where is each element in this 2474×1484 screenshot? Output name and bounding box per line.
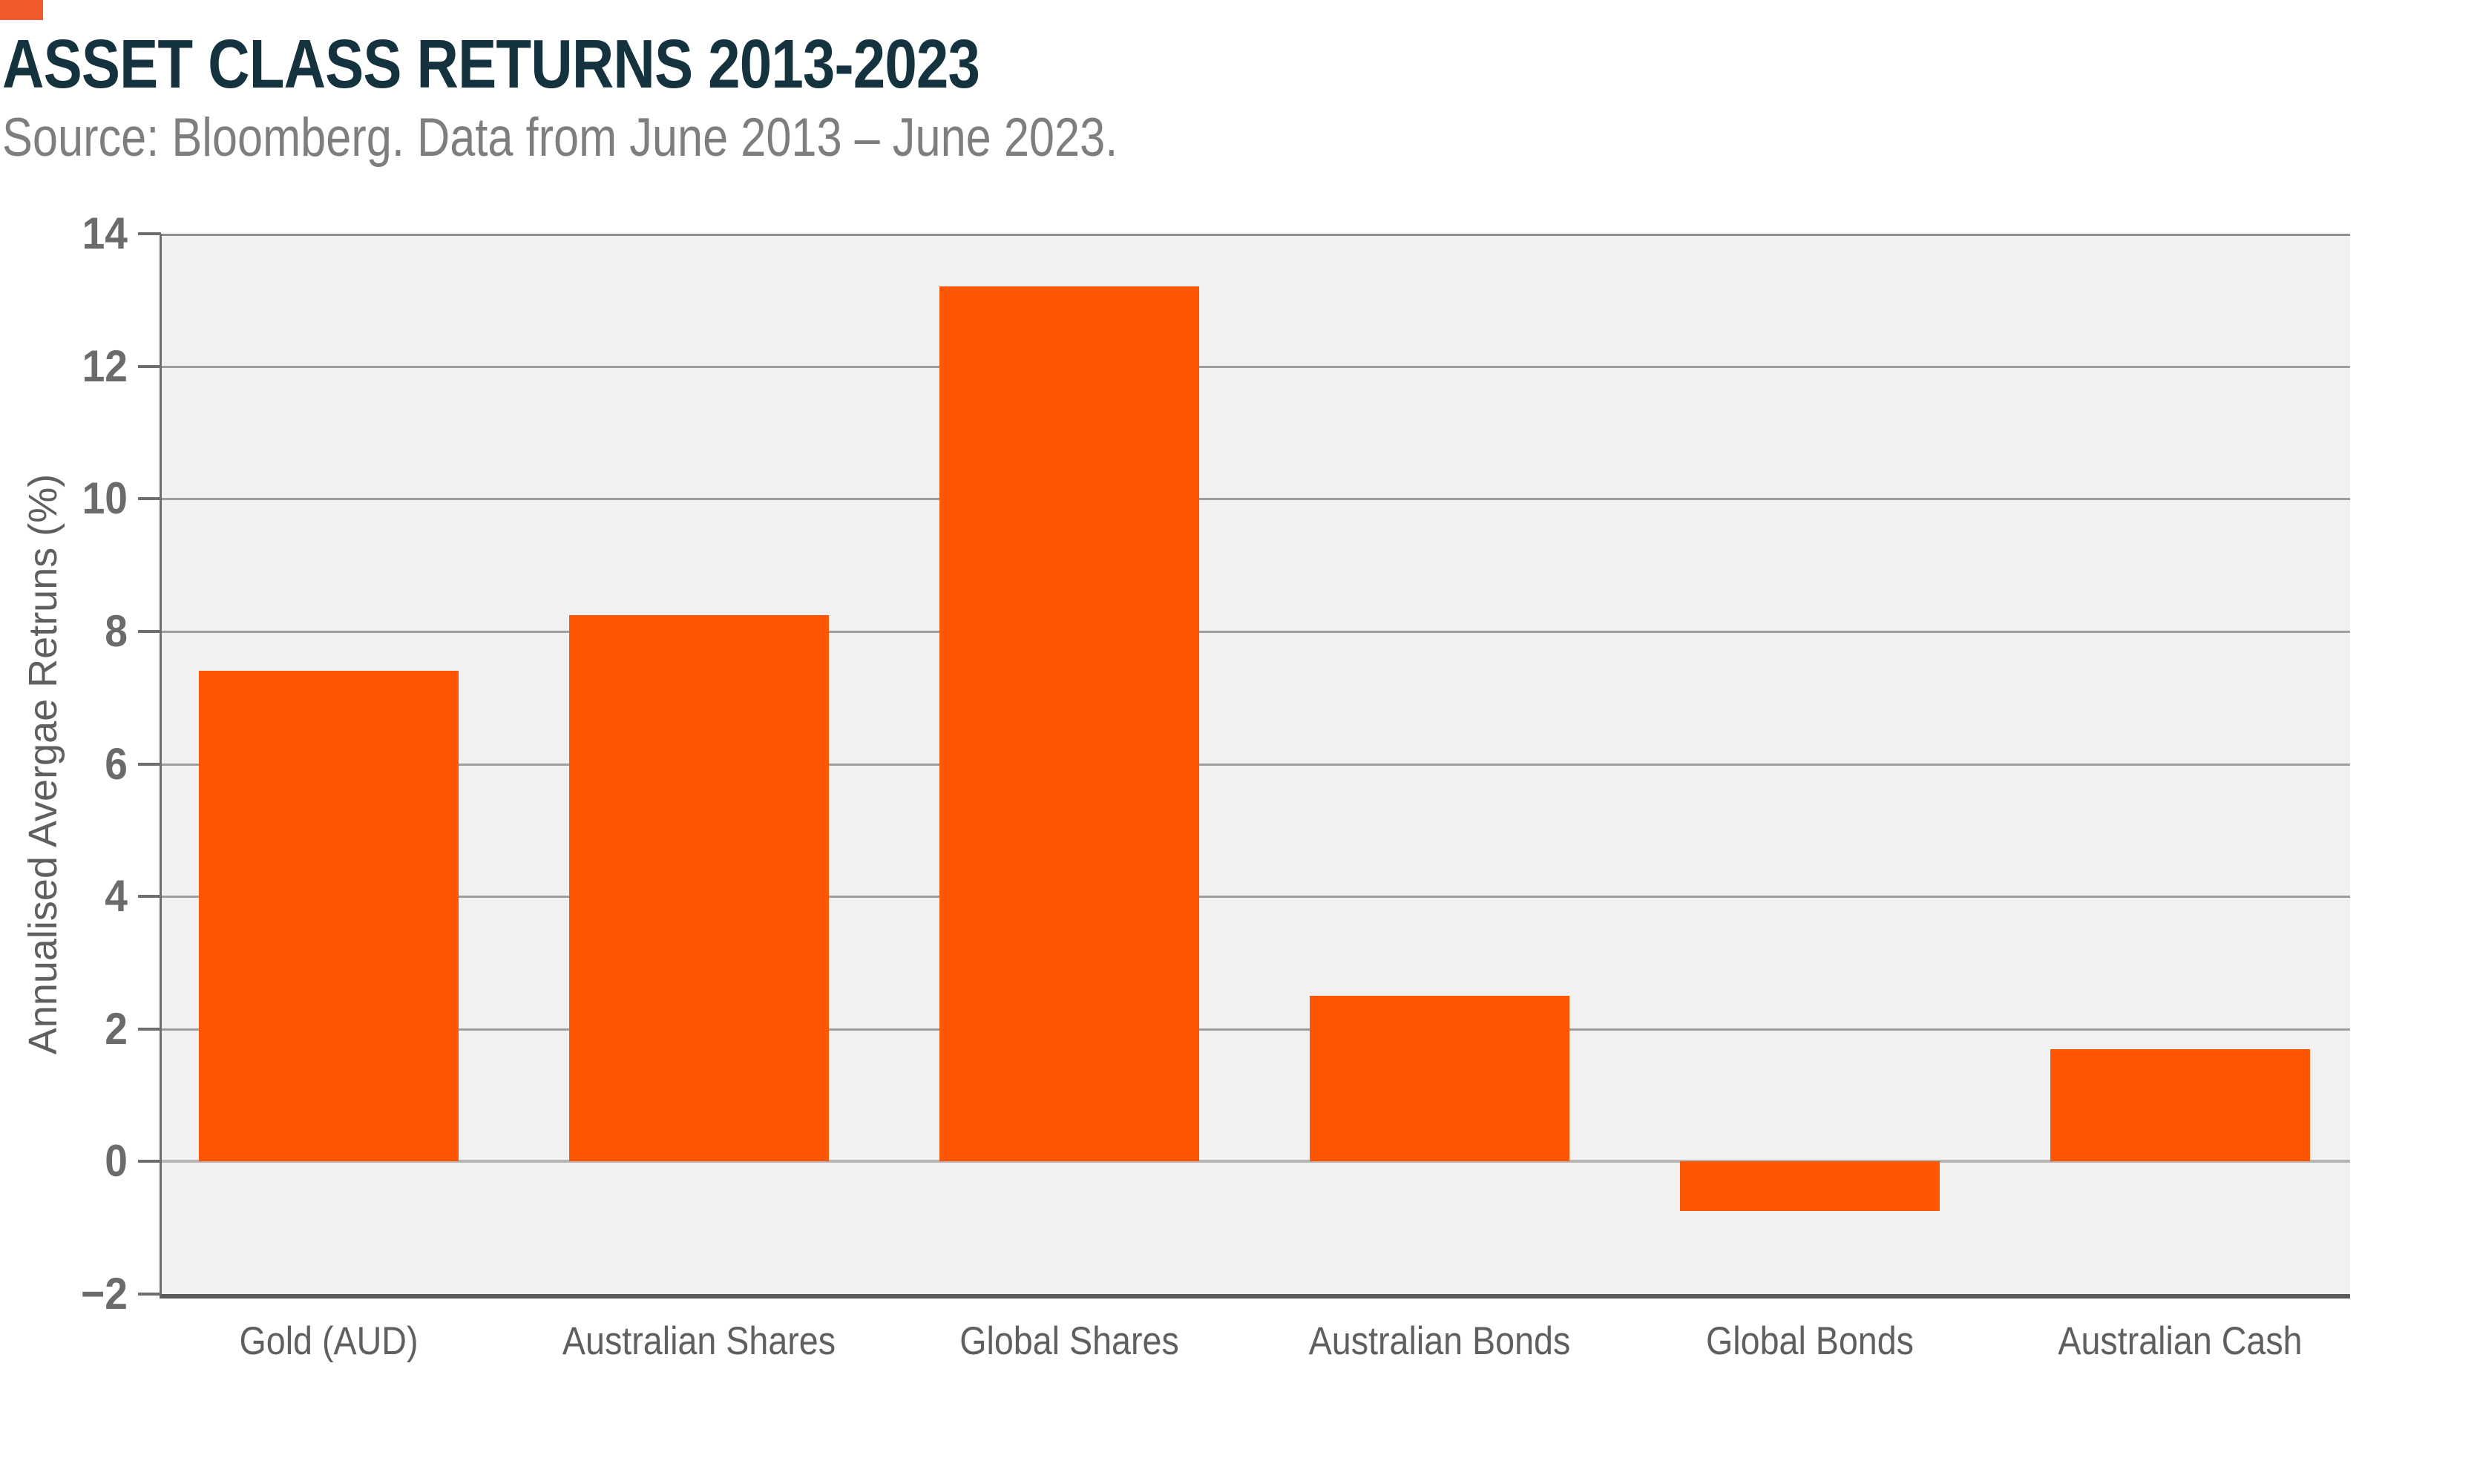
x-category-label: Gold (AUD) xyxy=(239,1319,419,1363)
y-tick-mark xyxy=(138,1293,161,1296)
gridline xyxy=(162,498,2350,501)
x-category-label: Global Bonds xyxy=(1705,1319,1914,1363)
y-tick-label: 10 xyxy=(82,473,128,524)
y-tick-mark xyxy=(138,629,161,633)
y-tick-label: 0 xyxy=(105,1136,128,1186)
x-category-label: Australian Cash xyxy=(2058,1319,2303,1363)
x-axis-spine xyxy=(160,1294,2350,1298)
y-tick-mark xyxy=(138,232,161,235)
gridline xyxy=(162,763,2350,766)
x-category-label: Global Shares xyxy=(959,1319,1179,1363)
page-title: ASSET CLASS RETURNS 2013-2023 xyxy=(2,25,980,102)
page-subtitle: Source: Bloomberg. Data from June 2013 –… xyxy=(2,108,1118,168)
bar xyxy=(939,286,1199,1162)
zero-gridline xyxy=(162,1160,2350,1163)
bar xyxy=(1679,1161,1940,1212)
y-tick-label: 8 xyxy=(105,605,128,656)
y-tick-label: 14 xyxy=(82,209,128,258)
gridline xyxy=(162,365,2350,368)
gridline xyxy=(162,896,2350,899)
y-tick-label: 12 xyxy=(82,341,128,391)
x-category-label: Australian Shares xyxy=(562,1319,836,1363)
bar xyxy=(1309,996,1569,1162)
y-tick-mark xyxy=(138,895,161,899)
x-category-label: Australian Bonds xyxy=(1308,1319,1571,1363)
y-tick-mark xyxy=(138,1160,161,1163)
bar xyxy=(199,671,459,1162)
accent-square xyxy=(0,0,43,20)
y-tick-mark xyxy=(138,364,161,368)
y-tick-label: 4 xyxy=(105,871,128,922)
y-axis-spine xyxy=(160,234,162,1298)
y-tick-label: −2 xyxy=(81,1269,128,1319)
y-tick-mark xyxy=(138,497,161,501)
y-tick-mark xyxy=(138,1027,161,1031)
gridline xyxy=(162,1028,2350,1031)
y-tick-label: 6 xyxy=(105,738,128,789)
bar xyxy=(568,614,829,1162)
plot-top-border xyxy=(162,234,2350,236)
y-tick-mark xyxy=(138,762,161,766)
gridline xyxy=(162,630,2350,633)
bar xyxy=(2050,1048,2310,1162)
y-tick-label: 2 xyxy=(105,1003,128,1054)
